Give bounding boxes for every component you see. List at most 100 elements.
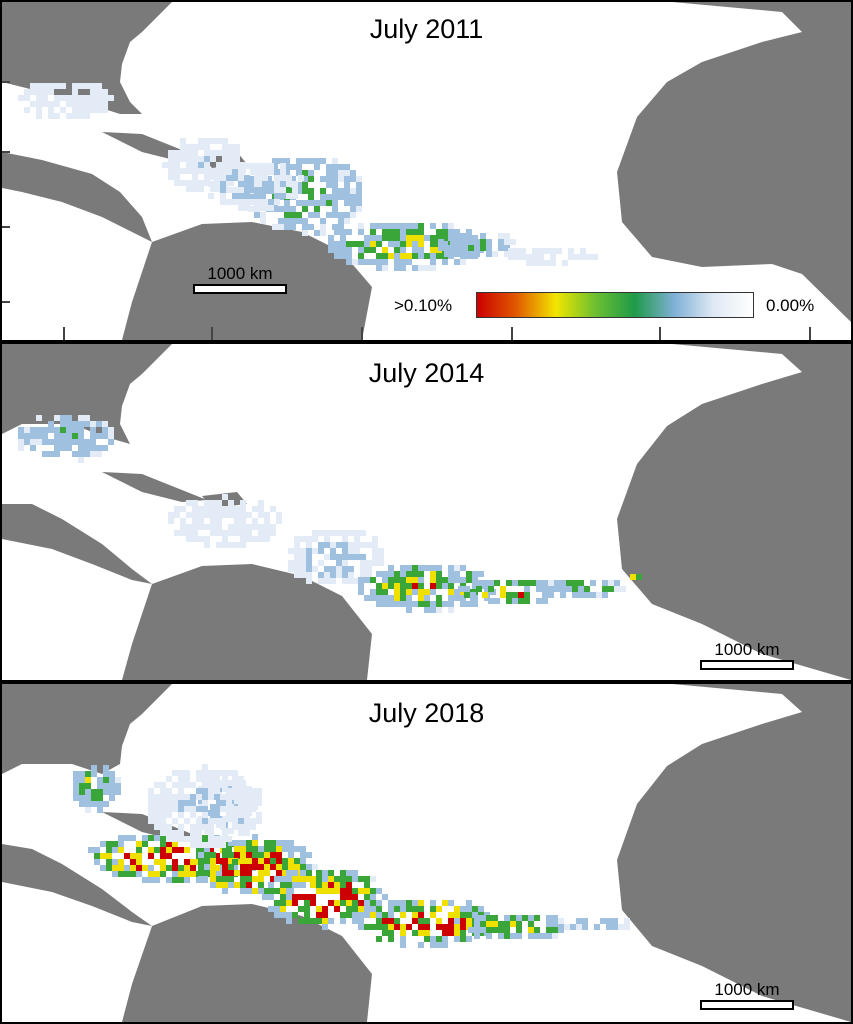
density-cell bbox=[308, 158, 314, 164]
density-cell bbox=[314, 200, 320, 206]
density-cell bbox=[338, 224, 344, 230]
density-cell bbox=[290, 224, 296, 230]
density-cell bbox=[482, 592, 488, 598]
density-cell bbox=[238, 175, 244, 181]
density-cell bbox=[174, 180, 180, 186]
density-cell bbox=[252, 840, 258, 846]
density-cell bbox=[252, 536, 258, 542]
density-cell bbox=[504, 245, 510, 251]
density-cell bbox=[198, 506, 204, 512]
density-cell bbox=[24, 427, 30, 433]
density-cell bbox=[97, 795, 103, 801]
density-cell bbox=[370, 223, 376, 229]
density-cell bbox=[624, 924, 630, 930]
density-cell bbox=[204, 180, 210, 186]
density-cell bbox=[214, 871, 220, 877]
density-cell bbox=[174, 512, 180, 518]
density-cell bbox=[240, 858, 246, 864]
density-cell bbox=[322, 876, 328, 882]
density-cell bbox=[412, 247, 418, 253]
density-cell bbox=[418, 589, 424, 595]
density-cell bbox=[232, 818, 238, 824]
density-cell bbox=[310, 894, 316, 900]
density-cell bbox=[418, 565, 424, 571]
density-cell bbox=[464, 592, 470, 598]
density-cell bbox=[252, 858, 258, 864]
density-cell bbox=[526, 254, 532, 260]
density-cell bbox=[418, 253, 424, 259]
density-cell bbox=[508, 254, 514, 260]
density-cell bbox=[180, 168, 186, 174]
density-cell bbox=[102, 445, 108, 451]
density-cell bbox=[332, 188, 338, 194]
density-cell bbox=[412, 601, 418, 607]
density-cell bbox=[222, 512, 228, 518]
density-cell bbox=[400, 253, 406, 259]
density-cell bbox=[214, 169, 220, 175]
density-cell bbox=[204, 156, 210, 162]
density-cell bbox=[256, 818, 262, 824]
density-cell bbox=[204, 512, 210, 518]
density-cell bbox=[328, 241, 334, 247]
density-cell bbox=[346, 906, 352, 912]
density-cell bbox=[210, 882, 216, 888]
density-cell bbox=[214, 770, 220, 776]
density-cell bbox=[208, 181, 214, 187]
density-cell bbox=[112, 841, 118, 847]
density-cell bbox=[546, 927, 552, 933]
density-cell bbox=[510, 239, 516, 245]
density-cell bbox=[352, 918, 358, 924]
density-cell bbox=[85, 807, 91, 813]
sargassum-density-cells bbox=[73, 764, 630, 948]
density-cell bbox=[106, 841, 112, 847]
density-cell bbox=[160, 847, 166, 853]
density-cell bbox=[436, 924, 442, 930]
density-cell bbox=[250, 169, 256, 175]
density-cell bbox=[196, 818, 202, 824]
density-cell bbox=[166, 800, 172, 806]
density-cell bbox=[264, 524, 270, 530]
density-cell bbox=[322, 888, 328, 894]
density-cell bbox=[272, 224, 278, 230]
density-cell bbox=[72, 427, 78, 433]
density-cell bbox=[360, 572, 366, 578]
density-cell bbox=[406, 900, 412, 906]
density-cell bbox=[442, 601, 448, 607]
density-cell bbox=[320, 194, 326, 200]
density-cell bbox=[344, 194, 350, 200]
density-cell bbox=[302, 206, 308, 212]
density-cell bbox=[536, 580, 542, 586]
density-cell bbox=[294, 858, 300, 864]
density-cell bbox=[184, 859, 190, 865]
density-cell bbox=[276, 840, 282, 846]
density-cell bbox=[250, 794, 256, 800]
density-cell bbox=[338, 188, 344, 194]
density-cell bbox=[216, 162, 222, 168]
panel-title-2011: July 2011 bbox=[369, 14, 484, 44]
density-cell bbox=[274, 900, 280, 906]
density-cell bbox=[312, 566, 318, 572]
density-cell bbox=[198, 876, 204, 882]
density-cell bbox=[394, 583, 400, 589]
density-cell bbox=[192, 144, 198, 150]
density-cell bbox=[192, 162, 198, 168]
density-cell bbox=[300, 572, 306, 578]
density-cell bbox=[430, 253, 436, 259]
density-cell bbox=[94, 859, 100, 865]
density-cell bbox=[282, 858, 288, 864]
density-cell bbox=[84, 415, 90, 421]
density-cell bbox=[376, 259, 382, 265]
density-cell bbox=[78, 451, 84, 457]
density-cell bbox=[198, 798, 204, 804]
density-cell bbox=[166, 847, 172, 853]
density-cell bbox=[96, 89, 102, 95]
density-cell bbox=[358, 241, 364, 247]
density-cell bbox=[228, 870, 234, 876]
density-cell bbox=[418, 265, 424, 271]
density-cell bbox=[210, 150, 216, 156]
density-cell bbox=[96, 83, 102, 89]
density-cell bbox=[280, 175, 286, 181]
density-cell bbox=[180, 144, 186, 150]
density-cell bbox=[338, 194, 344, 200]
density-cell bbox=[234, 144, 240, 150]
